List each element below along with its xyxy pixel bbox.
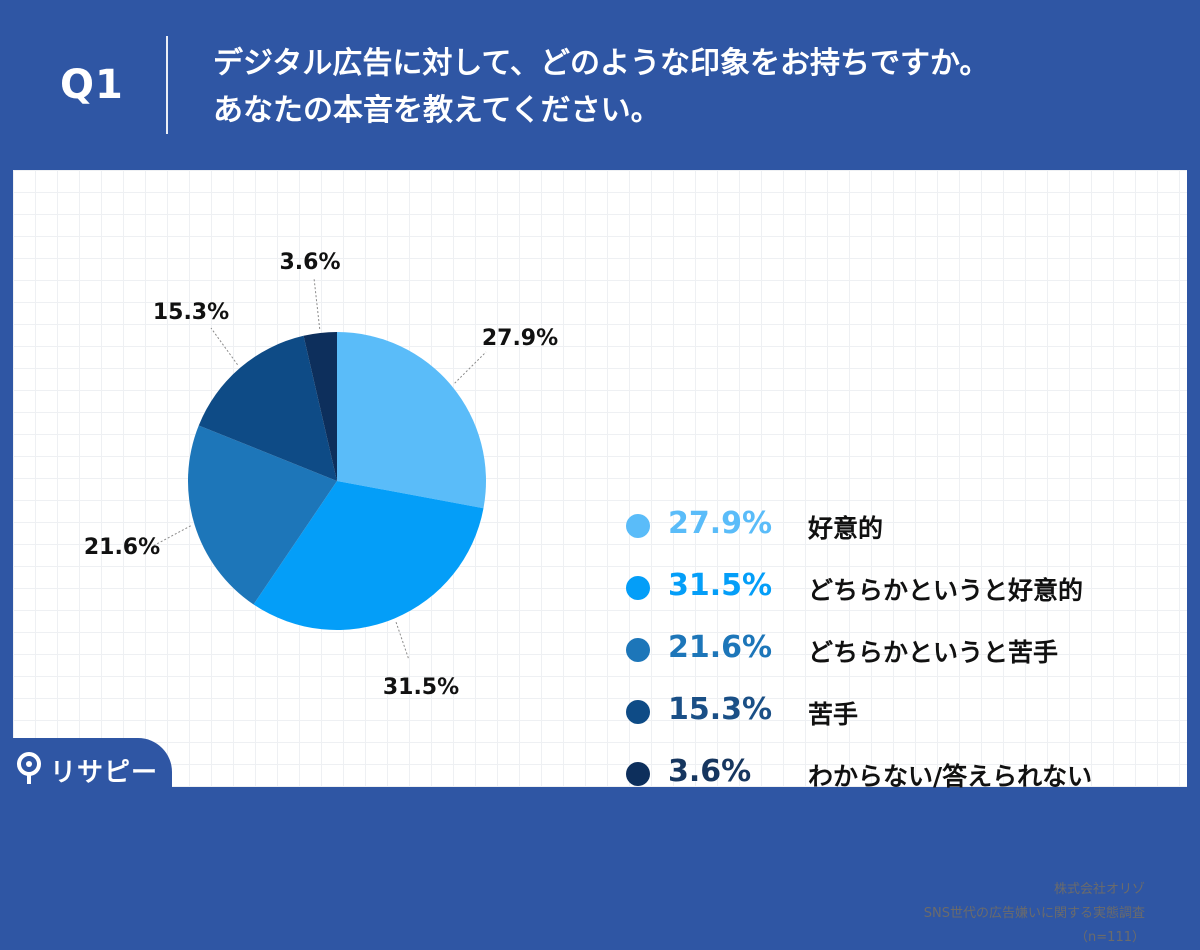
data-label: 31.5% <box>383 675 459 700</box>
legend-item: 31.5% どちらかというと好意的 <box>623 562 1183 624</box>
legend-item: 21.6% どちらかというと苦手 <box>623 624 1183 686</box>
data-label: 3.6% <box>279 250 340 275</box>
legend-dot-icon <box>626 700 650 724</box>
legend-percent: 3.6% <box>668 754 752 789</box>
legend: 27.9% 好意的 31.5% どちらかというと好意的 21.6% どちらかというと苦手 1… <box>623 500 1183 810</box>
leader-line <box>313 277 321 330</box>
data-label: 21.6% <box>84 535 160 560</box>
legend-item: 15.3% 苦手 <box>623 686 1183 748</box>
pie-slice <box>337 332 486 509</box>
leader-line <box>152 525 191 547</box>
leader-line <box>395 621 410 661</box>
header: Q1 デジタル広告に対して、どのような印象をお持ちですか。 あなたの本音を教えて… <box>0 0 1200 170</box>
legend-percent: 27.9% <box>668 506 773 541</box>
legend-dot-icon <box>626 638 650 662</box>
leader-line <box>210 327 238 366</box>
legend-item: 27.9% 好意的 <box>623 500 1183 562</box>
pie-chart: 27.9% 31.5% 21.6% 15.3% 3.6% <box>84 250 558 700</box>
pin-icon <box>17 752 41 784</box>
source-company: 株式会社オリゾ <box>1053 882 1145 897</box>
legend-percent: 15.3% <box>668 692 773 727</box>
question-line-2: あなたの本音を教えてください。 <box>213 93 661 128</box>
legend-dot-icon <box>626 514 650 538</box>
legend-label: わからない/答えられない <box>808 762 1093 791</box>
pie-slice <box>188 425 337 605</box>
legend-label: 好意的 <box>808 514 884 543</box>
question-text: デジタル広告に対して、どのような印象をお持ちですか。 あなたの本音を教えてくださ… <box>213 40 1173 134</box>
data-label: 27.9% <box>482 326 558 351</box>
source-note: 株式会社オリゾ SNS世代の広告嫌いに関する実態調査 （n=111） <box>924 878 1145 950</box>
chart-panel: 27.9% 31.5% 21.6% 15.3% 3.6% 27.9% 好意的 31.5% どち… <box>13 170 1187 945</box>
pie-slice <box>253 481 484 630</box>
legend-dot-icon <box>626 576 650 600</box>
question-number: Q1 <box>60 62 124 108</box>
legend-label: どちらかというと苦手 <box>808 638 1059 667</box>
pie-slice <box>303 332 337 481</box>
legend-label: 苦手 <box>808 700 859 729</box>
leader-line <box>454 351 487 384</box>
logo-tab: リサピー <box>0 738 172 800</box>
legend-dot-icon <box>626 762 650 786</box>
data-label: 15.3% <box>153 300 229 325</box>
source-sample-size: （n=111） <box>1075 930 1145 945</box>
legend-label: どちらかというと好意的 <box>808 576 1084 605</box>
question-line-1: デジタル広告に対して、どのような印象をお持ちですか。 <box>213 46 990 81</box>
pie-slice <box>198 335 337 481</box>
header-divider <box>166 36 168 134</box>
source-survey: SNS世代の広告嫌いに関する実態調査 <box>923 906 1145 921</box>
logo-text: リサピー <box>50 758 159 788</box>
legend-percent: 31.5% <box>668 568 773 603</box>
legend-percent: 21.6% <box>668 630 773 665</box>
legend-item: 3.6% わからない/答えられない <box>623 748 1183 810</box>
